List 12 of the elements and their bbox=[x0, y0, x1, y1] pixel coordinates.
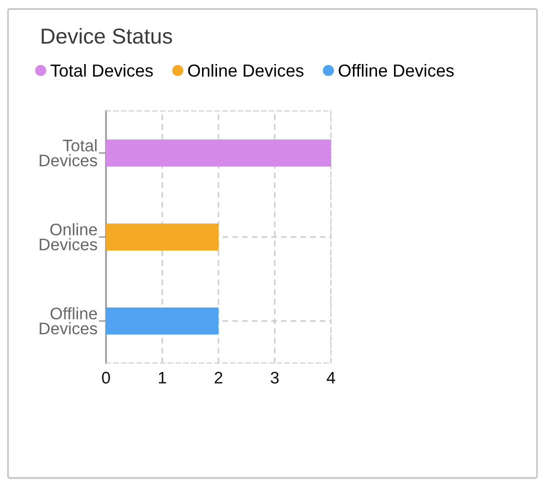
legend-label: Online Devices bbox=[188, 64, 304, 77]
legend-label: Total Devices bbox=[50, 64, 153, 77]
x-tick-label: 4 bbox=[326, 372, 336, 384]
y-tick-label: Online Devices bbox=[40, 223, 98, 250]
chart-title: Device Status bbox=[42, 28, 172, 44]
x-tick-label: 3 bbox=[270, 372, 279, 384]
y-tick-label: Offline Devices bbox=[40, 307, 98, 334]
legend-label: Offline Devices bbox=[338, 64, 454, 77]
x-tick-label: 0 bbox=[102, 372, 110, 384]
y-tick-label: Total Devices bbox=[40, 139, 98, 166]
x-tick-label: 1 bbox=[158, 372, 166, 384]
x-tick-label: 2 bbox=[214, 372, 222, 384]
